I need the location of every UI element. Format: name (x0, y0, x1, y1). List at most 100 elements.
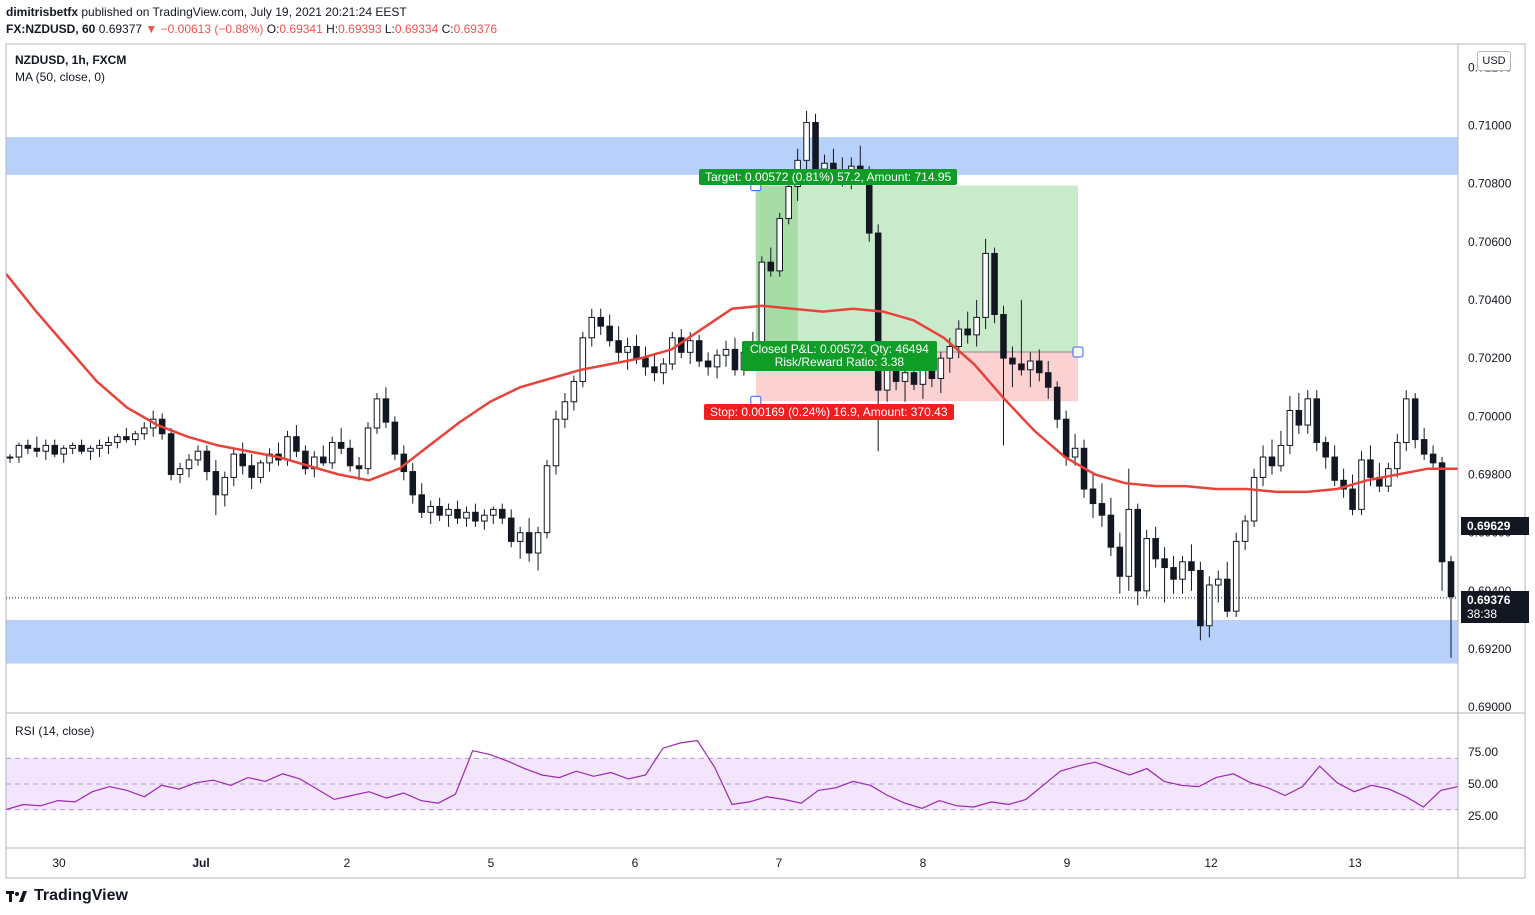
candle-body-118 (1062, 418, 1070, 458)
candle-body-108 (973, 316, 980, 336)
candle-body-3 (33, 447, 41, 452)
candle-body-156 (1402, 398, 1410, 443)
candle-body-131 (1179, 561, 1186, 580)
candle-body-58 (525, 532, 533, 554)
close-label: C: (441, 22, 454, 36)
candle-body-14 (132, 433, 139, 441)
candle-body-19 (176, 468, 184, 475)
time-tick-0: 30 (52, 856, 66, 870)
price-tick-4: 0.70400 (1468, 293, 1512, 307)
candle-body-137 (1232, 540, 1240, 612)
candle-body-5 (51, 444, 59, 455)
ma-price-tag: 0.69629 (1461, 517, 1529, 535)
candle-body-43 (391, 421, 399, 455)
target-zone (755, 185, 1078, 353)
tradingview-logo-icon (6, 891, 27, 902)
candle-body-13 (123, 436, 130, 441)
candle-body-20 (185, 459, 193, 470)
candle-body-140 (1259, 456, 1267, 478)
candle-body-150 (1349, 488, 1356, 510)
candle-body-159 (1429, 453, 1437, 464)
candle-body-160 (1438, 462, 1446, 563)
candle-body-101 (910, 372, 918, 385)
ma-legend[interactable]: MA (50, close, 0) (15, 70, 106, 84)
candle-body-26 (239, 453, 246, 467)
candle-body-119 (1071, 447, 1079, 458)
candle-body-136 (1223, 578, 1231, 612)
candle-body-28 (257, 462, 264, 478)
time-tick-1: Jul (192, 856, 209, 870)
price-tick-3: 0.70600 (1468, 235, 1512, 249)
candle-body-100 (901, 372, 909, 382)
candle-body-134 (1206, 584, 1213, 627)
candle-body-54 (490, 508, 497, 516)
candle-body-50 (454, 508, 461, 519)
candle-body-71 (642, 357, 649, 368)
candle-body-128 (1152, 537, 1159, 560)
candle-body-78 (704, 360, 712, 368)
candle-body-69 (624, 346, 631, 353)
candle-body-143 (1286, 409, 1294, 446)
last-price-value: 0.69376 (1467, 593, 1511, 607)
candle-body-42 (382, 398, 390, 423)
bar-countdown: 38:38 (1467, 607, 1498, 621)
candle-body-76 (686, 340, 694, 353)
candle-body-87 (785, 186, 792, 220)
candle-body-46 (418, 494, 425, 513)
price-tick-2: 0.70800 (1468, 177, 1512, 191)
candle-body-48 (436, 505, 443, 516)
rsi-legend[interactable]: RSI (14, close) (15, 724, 95, 738)
candle-body-11 (105, 441, 112, 446)
candle-body-64 (579, 337, 587, 382)
candle-body-39 (355, 465, 363, 470)
candle-body-49 (445, 508, 452, 516)
candle-body-0 (6, 456, 14, 459)
candle-body-139 (1250, 476, 1258, 522)
closed-pnl-text: Closed P&L: 0.00572, Qty: 46494 (750, 342, 929, 356)
candle-body-123 (1107, 514, 1115, 548)
open-value: 0.69341 (279, 22, 323, 36)
candle-body-10 (96, 444, 103, 449)
time-tick-6: 8 (920, 856, 927, 870)
publisher-line: dimitrisbetfx published on TradingView.c… (6, 5, 407, 19)
candle-body-9 (87, 447, 94, 452)
candle-body-86 (776, 218, 784, 272)
candle-body-111 (1000, 314, 1007, 359)
candle-body-79 (713, 354, 721, 368)
stop-label: Stop: 0.00169 (0.24%) 16.9, Amount: 370.… (704, 404, 954, 420)
published-text: published on TradingView.com, July 19, 2… (81, 5, 407, 19)
tradingview-logo[interactable]: TradingView (6, 887, 128, 905)
candle-body-56 (507, 517, 515, 542)
candle-body-145 (1304, 398, 1312, 426)
candle-body-59 (534, 532, 542, 554)
candle-body-24 (221, 476, 229, 496)
candle-body-35 (319, 456, 327, 464)
close-value: 0.69376 (453, 22, 498, 36)
candle-body-73 (660, 363, 667, 374)
candle-body-98 (883, 369, 891, 391)
candle-body-99 (892, 369, 900, 382)
candle-body-36 (328, 441, 336, 464)
candle-body-55 (498, 508, 506, 519)
candle-body-157 (1411, 398, 1419, 441)
candle-body-21 (194, 450, 202, 461)
sr-zone-1 (6, 619, 1458, 664)
candle-body-38 (346, 447, 354, 467)
last-price: 0.69377 (98, 22, 143, 36)
candle-body-142 (1277, 444, 1285, 467)
candle-body-146 (1313, 398, 1321, 443)
candle-body-106 (955, 328, 963, 348)
candle-body-25 (230, 453, 238, 478)
ohlc-line: FX:NZDUSD, 60 0.69377 ▼ −0.00613 (−0.88%… (6, 22, 497, 36)
last-price-tag: 0.69376 38:38 (1461, 591, 1529, 623)
candle-body-135 (1215, 578, 1222, 586)
currency-button[interactable]: USD (1477, 51, 1511, 71)
candle-body-1 (15, 444, 23, 458)
time-tick-2: 2 (344, 856, 351, 870)
price-tick-7: 0.69800 (1468, 467, 1512, 481)
instrument-legend[interactable]: NZDUSD, 1h, FXCM (15, 53, 127, 67)
candle-body-141 (1268, 456, 1276, 467)
position-handle-2 (1072, 346, 1084, 358)
candle-body-68 (615, 340, 622, 353)
